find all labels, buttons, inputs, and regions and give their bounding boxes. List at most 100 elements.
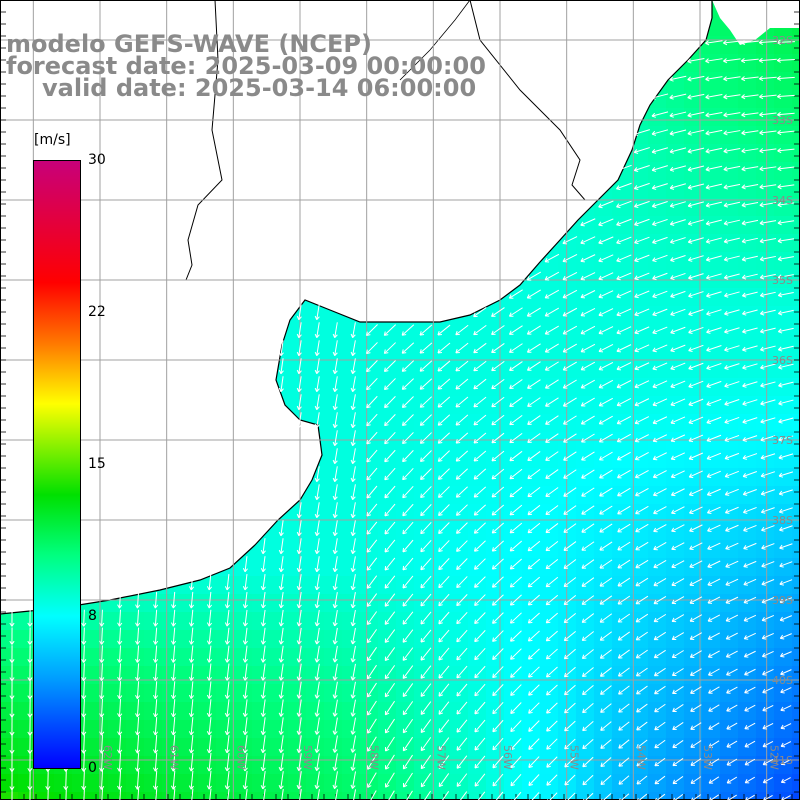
wind-arrow: [437, 432, 451, 444]
field-cell: [792, 414, 800, 433]
field-cell: [198, 648, 217, 667]
wind-arrow: [669, 165, 687, 172]
field-cell: [216, 774, 235, 793]
field-cell: [90, 756, 109, 775]
colorbar-tick: 0: [88, 760, 97, 776]
field-cell: [360, 792, 379, 800]
wind-arrow: [508, 307, 523, 317]
field-cell: [630, 324, 649, 343]
field-cell: [126, 630, 145, 649]
field-cell: [342, 630, 361, 649]
wind-arrow: [437, 342, 451, 354]
field-cell: [144, 684, 163, 703]
field-cell: [738, 342, 757, 361]
field-cell: [594, 360, 613, 379]
wind-arrow: [365, 324, 378, 337]
field-cell: [108, 720, 127, 739]
wind-arrow: [616, 326, 632, 335]
field-cell: [576, 324, 595, 343]
field-cell: [756, 144, 775, 163]
field-cell: [756, 108, 775, 127]
lon-label: 55W: [568, 745, 581, 770]
field-cell: [630, 414, 649, 433]
wind-arrow: [669, 111, 687, 118]
field-cell: [792, 234, 800, 253]
wind-arrow: [437, 360, 451, 372]
lat-label: 36S: [772, 354, 793, 367]
wind-arrow: [687, 129, 705, 136]
field-cell: [324, 666, 343, 685]
wind-arrow: [563, 433, 577, 443]
field-cell: [756, 90, 775, 109]
wind-arrow: [419, 378, 433, 390]
wind-arrow: [759, 291, 776, 298]
wind-arrow: [366, 377, 378, 391]
field-cell: [558, 288, 577, 307]
field-cell: [324, 756, 343, 775]
field-cell: [756, 792, 775, 800]
field-cell: [684, 72, 703, 91]
field-cell: [126, 594, 145, 613]
field-cell: [594, 576, 613, 595]
field-cell: [306, 576, 325, 595]
field-cell: [756, 774, 775, 793]
field-cell: [594, 432, 613, 451]
field-cell: [630, 468, 649, 487]
field-cell: [594, 522, 613, 541]
field-cell: [252, 684, 271, 703]
wind-arrow: [527, 361, 541, 371]
field-cell: [252, 738, 271, 757]
field-cell: [216, 702, 235, 721]
wind-arrow: [580, 325, 596, 335]
wind-arrow: [723, 219, 741, 226]
lat-label: 37S: [772, 434, 793, 447]
field-cell: [522, 360, 541, 379]
field-cell: [630, 396, 649, 415]
field-cell: [0, 774, 19, 793]
wind-arrow: [296, 322, 302, 339]
field-cell: [198, 630, 217, 649]
wind-arrow: [741, 201, 759, 208]
wind-arrow: [706, 291, 722, 298]
field-cell: [702, 342, 721, 361]
wind-arrow: [688, 362, 704, 371]
field-cell: [18, 720, 37, 739]
field-cell: [342, 504, 361, 523]
field-cell: [288, 378, 307, 397]
field-cell: [126, 666, 145, 685]
wind-arrow: [401, 396, 414, 408]
wind-arrow: [526, 289, 541, 299]
wind-arrow: [669, 201, 686, 208]
field-cell: [324, 792, 343, 800]
wind-arrow: [562, 289, 578, 299]
wind-arrow: [687, 165, 705, 172]
field-cell: [108, 702, 127, 721]
wind-arrow: [759, 273, 776, 280]
field-cell: [216, 594, 235, 613]
field-cell: [702, 378, 721, 397]
wind-arrow: [705, 129, 723, 136]
field-cell: [648, 216, 667, 235]
field-cell: [774, 504, 793, 523]
field-cell: [774, 198, 793, 217]
wind-arrow: [705, 165, 723, 172]
field-cell: [180, 684, 199, 703]
wind-arrow: [580, 307, 596, 317]
field-cell: [774, 486, 793, 505]
field-cell: [306, 684, 325, 703]
field-cell: [756, 360, 775, 379]
wind-arrow: [562, 361, 577, 371]
wind-arrow: [687, 111, 705, 118]
wind-arrow: [688, 434, 704, 443]
field-cell: [630, 486, 649, 505]
field-cell: [126, 702, 145, 721]
wind-arrow: [670, 326, 686, 335]
field-cell: [738, 378, 757, 397]
field-cell: [738, 450, 757, 469]
wind-arrow: [776, 75, 795, 81]
wind-arrow: [562, 397, 577, 407]
field-cell: [648, 270, 667, 289]
wind-arrow: [688, 326, 704, 334]
wind-arrow: [670, 416, 686, 425]
wind-arrow: [742, 345, 758, 352]
